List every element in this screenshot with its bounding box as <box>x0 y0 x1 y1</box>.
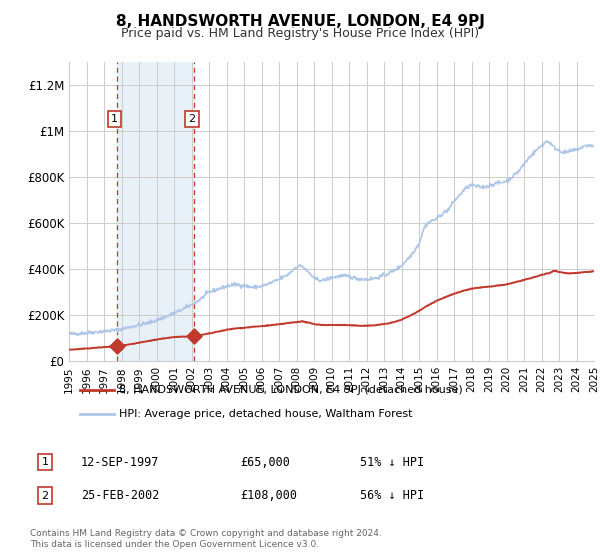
Text: 1: 1 <box>111 114 118 124</box>
Text: 1: 1 <box>41 457 49 467</box>
Text: Price paid vs. HM Land Registry's House Price Index (HPI): Price paid vs. HM Land Registry's House … <box>121 27 479 40</box>
Point <box>112 342 121 351</box>
Text: 2: 2 <box>41 491 49 501</box>
Text: 25-FEB-2002: 25-FEB-2002 <box>81 489 160 502</box>
Text: This data is licensed under the Open Government Licence v3.0.: This data is licensed under the Open Gov… <box>30 540 319 549</box>
Point <box>190 332 199 341</box>
Text: 12-SEP-1997: 12-SEP-1997 <box>81 455 160 469</box>
Text: HPI: Average price, detached house, Waltham Forest: HPI: Average price, detached house, Walt… <box>119 408 412 418</box>
Text: 8, HANDSWORTH AVENUE, LONDON, E4 9PJ: 8, HANDSWORTH AVENUE, LONDON, E4 9PJ <box>116 14 484 29</box>
Text: 2: 2 <box>188 114 196 124</box>
Text: Contains HM Land Registry data © Crown copyright and database right 2024.: Contains HM Land Registry data © Crown c… <box>30 529 382 538</box>
Text: 8, HANDSWORTH AVENUE, LONDON, E4 9PJ (detached house): 8, HANDSWORTH AVENUE, LONDON, E4 9PJ (de… <box>119 385 463 395</box>
Text: £65,000: £65,000 <box>240 455 290 469</box>
Text: £108,000: £108,000 <box>240 489 297 502</box>
Text: 51% ↓ HPI: 51% ↓ HPI <box>360 455 424 469</box>
Bar <box>116 62 194 361</box>
Text: 56% ↓ HPI: 56% ↓ HPI <box>360 489 424 502</box>
